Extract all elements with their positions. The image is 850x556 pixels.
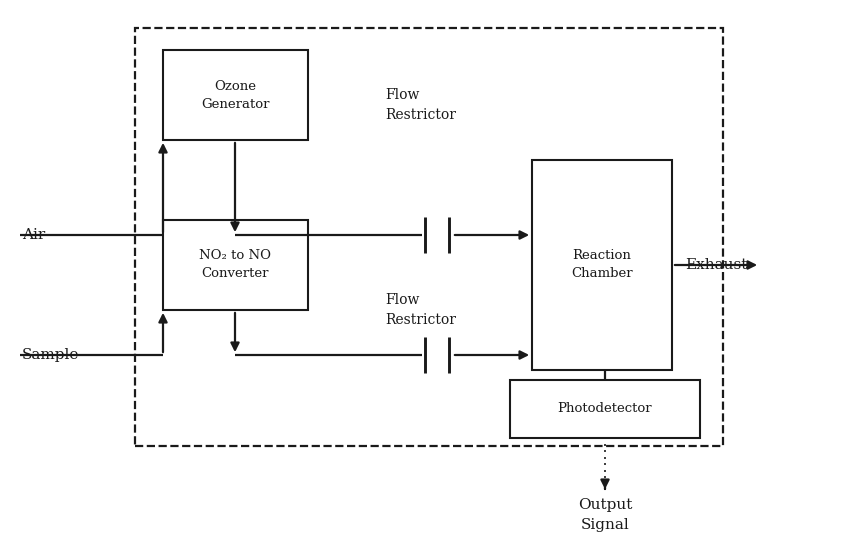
Text: Reaction
Chamber: Reaction Chamber bbox=[571, 250, 632, 280]
Text: Flow
Restrictor: Flow Restrictor bbox=[385, 293, 456, 327]
Text: Flow
Restrictor: Flow Restrictor bbox=[385, 88, 456, 122]
Text: Sample: Sample bbox=[22, 348, 79, 362]
Bar bbox=[532, 160, 672, 370]
Bar bbox=[163, 50, 308, 140]
Text: Photodetector: Photodetector bbox=[558, 403, 652, 415]
Bar bbox=[135, 28, 723, 446]
Text: Air: Air bbox=[22, 228, 45, 242]
Text: Ozone
Generator: Ozone Generator bbox=[201, 80, 269, 111]
Text: NO₂ to NO
Converter: NO₂ to NO Converter bbox=[200, 250, 271, 280]
Text: Output
Signal: Output Signal bbox=[578, 498, 632, 532]
Text: Exhaust: Exhaust bbox=[685, 258, 747, 272]
Bar bbox=[163, 220, 308, 310]
Bar bbox=[510, 380, 700, 438]
